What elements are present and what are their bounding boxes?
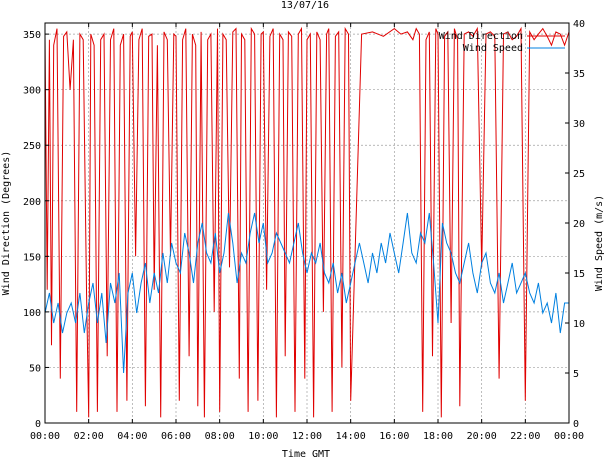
y-tick-label-right: 15 [573, 269, 585, 280]
x-tick-label: 18:00 [423, 431, 453, 442]
y-tick-label-right: 10 [573, 319, 585, 330]
y-tick-label-left: 50 [29, 363, 41, 374]
y-tick-label-right: 40 [573, 19, 585, 30]
legend-label-wind-speed: Wind Speed [463, 43, 523, 54]
series-lines [44, 26, 570, 418]
x-tick-label: 12:00 [292, 431, 322, 442]
y-tick-label-left: 100 [23, 308, 41, 319]
y-tick-label-right: 5 [573, 369, 579, 380]
y-tick-label-right: 0 [573, 419, 579, 430]
x-tick-label: 02:00 [74, 431, 104, 442]
x-tick-label: 06:00 [161, 431, 191, 442]
x-tick-label: 14:00 [336, 431, 366, 442]
x-tick-label: 00:00 [30, 431, 60, 442]
legend-label-wind-direction: Wind Direction [439, 31, 523, 42]
x-tick-label: 00:00 [554, 431, 584, 442]
x-tick-label: 10:00 [248, 431, 278, 442]
y-tick-label-right: 30 [573, 119, 585, 130]
axis-ticks: 00:00 02:00 04:00 06:00 08:00 10:00 12:00 14:00… [23, 19, 585, 442]
legend: Wind Direction Wind Speed [439, 31, 565, 54]
x-tick-label: 04:00 [117, 431, 147, 442]
y-tick-label-left: 250 [23, 141, 41, 152]
y-tick-label-left: 300 [23, 86, 41, 97]
x-tick-label: 16:00 [379, 431, 409, 442]
y-axis-title-right: Wind Speed (m/s) [594, 195, 605, 291]
x-tick-label: 20:00 [467, 431, 497, 442]
y-tick-label-right: 20 [573, 219, 585, 230]
y-tick-label-left: 200 [23, 197, 41, 208]
y-axis-title-left: Wind Direction (Degrees) [1, 151, 12, 296]
y-tick-label-left: 0 [35, 419, 41, 430]
chart-title: 13/07/16 [281, 0, 329, 11]
x-axis-title: Time GMT [282, 449, 330, 459]
x-tick-label: 08:00 [205, 431, 235, 442]
y-tick-label-right: 25 [573, 169, 585, 180]
series-line-wind-speed [44, 212, 569, 374]
x-tick-label: 22:00 [510, 431, 540, 442]
y-tick-label-left: 350 [23, 30, 41, 41]
y-tick-label-left: 150 [23, 252, 41, 263]
series-line-wind-direction [44, 26, 570, 418]
y-tick-label-right: 35 [573, 69, 585, 80]
